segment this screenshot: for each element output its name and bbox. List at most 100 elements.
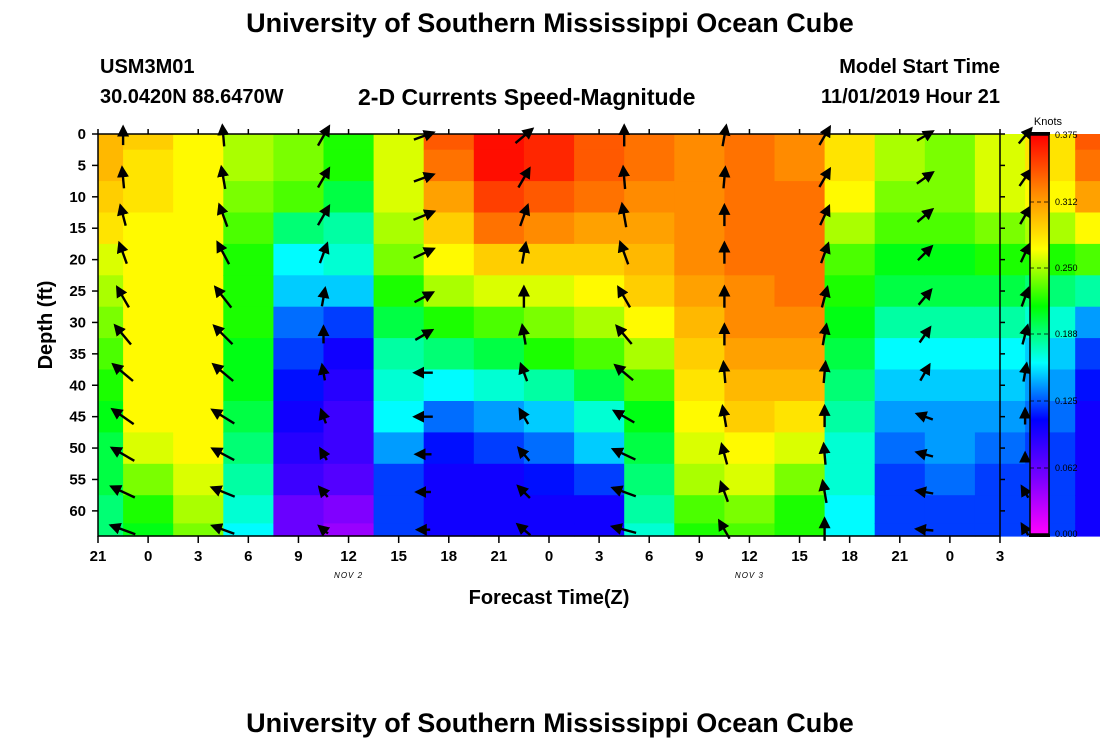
- heatmap-cell: [273, 369, 325, 402]
- current-arrow: [515, 522, 532, 537]
- current-arrow: [618, 164, 631, 190]
- colorbar-cap-top: [1029, 132, 1050, 135]
- current-arrow: [108, 522, 136, 536]
- heatmap-cell: [724, 495, 776, 525]
- current-arrow: [117, 165, 129, 189]
- heatmap-cell: [173, 463, 224, 496]
- heatmap-cell: [423, 149, 475, 182]
- heatmap-cell: [223, 243, 274, 276]
- bottom-title: University of Southern Mississippi Ocean…: [246, 708, 854, 738]
- current-arrow: [916, 207, 935, 223]
- heatmap-cell: [674, 463, 725, 496]
- heatmap-cell: [323, 275, 375, 308]
- heatmap-cell: [423, 369, 475, 402]
- heatmap-cell: [1075, 523, 1100, 537]
- heatmap-cell: [523, 275, 575, 308]
- heatmap-cell: [1075, 369, 1100, 402]
- heatmap-cell: [774, 134, 826, 151]
- heatmap-cell: [774, 401, 826, 433]
- heatmap-cell: [273, 495, 325, 525]
- heatmap-cell: [373, 243, 425, 276]
- current-arrow: [518, 240, 530, 264]
- current-arrow: [1019, 205, 1032, 225]
- heatmap-cell: [624, 463, 675, 496]
- heatmap-cell: [523, 338, 575, 371]
- heatmap-cell: [273, 432, 325, 465]
- y-tick-label: 10: [69, 189, 86, 206]
- current-arrow: [818, 322, 831, 346]
- heatmap-cell: [574, 523, 625, 537]
- heatmap-cell: [223, 463, 274, 496]
- top-title: University of Southern Mississippi Ocean…: [246, 8, 854, 38]
- current-arrow: [212, 324, 234, 346]
- current-arrow: [917, 244, 934, 262]
- speed-heatmap: [98, 134, 1100, 537]
- heatmap-cell: [874, 338, 926, 371]
- current-arrow: [413, 291, 436, 304]
- heatmap-cell: [273, 212, 325, 245]
- x-axis-label: Forecast Time(Z): [469, 587, 630, 609]
- heatmap-cell: [323, 243, 375, 276]
- heatmap-cell: [173, 495, 224, 525]
- heatmap-cell: [123, 401, 174, 433]
- heatmap-cell: [223, 523, 274, 537]
- heatmap-cell: [1075, 149, 1100, 182]
- current-arrow: [318, 407, 330, 424]
- heatmap-cell: [523, 134, 575, 151]
- current-arrow: [316, 124, 331, 147]
- current-arrow: [609, 523, 637, 535]
- heatmap-cell: [924, 181, 976, 214]
- y-axis-label: Depth (ft): [35, 281, 57, 370]
- heatmap-cell: [373, 149, 425, 182]
- heatmap-cell: [323, 149, 375, 182]
- heatmap-cell: [173, 275, 224, 308]
- heatmap-cell: [574, 243, 625, 276]
- current-arrow: [916, 171, 935, 185]
- heatmap-cell: [273, 181, 325, 214]
- heatmap-cell: [874, 401, 926, 433]
- colorbar: Knots 0.375 0.312 0.250 0.188 0.125 0.062 0.000: [1029, 116, 1078, 539]
- heatmap-cell: [273, 243, 325, 276]
- y-tick-label: 25: [69, 283, 86, 300]
- heatmap-cell: [724, 463, 776, 496]
- current-arrow: [518, 203, 531, 227]
- heatmap-cell: [173, 181, 224, 214]
- current-arrow: [316, 166, 331, 189]
- current-arrow: [617, 201, 630, 228]
- heatmap-cell: [473, 212, 525, 245]
- current-arrow: [316, 204, 331, 226]
- heatmap-cell: [323, 306, 375, 339]
- heatmap-cell: [674, 369, 725, 402]
- heatmap-cell: [98, 338, 124, 371]
- current-arrow: [210, 523, 235, 535]
- heatmap-cell: [1075, 243, 1100, 276]
- heatmap-cell: [624, 523, 675, 537]
- x-tick-label: 6: [244, 548, 252, 565]
- x-axis: 21 0 3 6 9 12 15 18 21 0 3 6 9 12 15 18 21 0 3 NOV 2 NOV 3: [90, 129, 1004, 580]
- heatmap-cell: [724, 338, 776, 371]
- current-arrow: [613, 363, 634, 382]
- current-arrow: [116, 240, 129, 265]
- current-arrow: [818, 441, 831, 465]
- current-arrow: [516, 446, 531, 462]
- heatmap-cell: [774, 275, 826, 308]
- heatmap-cell: [273, 338, 325, 371]
- model-start-label: Model Start Time: [839, 56, 1000, 78]
- heatmap-cell: [924, 306, 976, 339]
- date-label: NOV 2: [334, 571, 363, 580]
- current-arrow: [718, 441, 730, 465]
- heatmap-cell: [123, 523, 174, 537]
- y-tick-label: 50: [69, 440, 86, 457]
- heatmap-cell: [774, 243, 826, 276]
- heatmap-cell: [874, 369, 926, 402]
- current-arrow: [317, 524, 331, 537]
- heatmap-cell: [774, 212, 826, 245]
- heatmap-cell: [674, 181, 725, 214]
- heatmap-cell: [824, 306, 876, 339]
- current-arrow: [718, 480, 730, 503]
- heatmap-cell: [473, 275, 525, 308]
- colorbar-label: Knots: [1034, 116, 1063, 128]
- heatmap-cell: [574, 338, 625, 371]
- current-arrow: [611, 409, 635, 424]
- heatmap-cell: [273, 306, 325, 339]
